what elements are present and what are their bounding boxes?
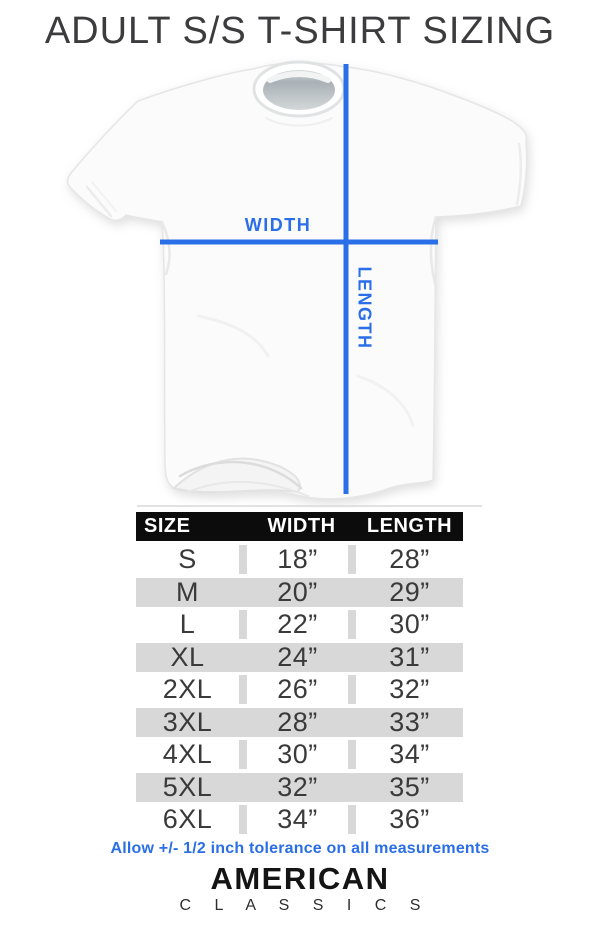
collar bbox=[252, 60, 346, 118]
size-cell: S bbox=[178, 544, 197, 574]
column-gap bbox=[239, 773, 247, 802]
tshirt-illustration: WIDTH LENGTH bbox=[66, 60, 528, 507]
table-row: L 22” 30” bbox=[136, 610, 463, 639]
tshirt-figure: WIDTH LENGTH bbox=[58, 56, 538, 508]
size-cell: M bbox=[176, 576, 199, 607]
table-row: M 20” 29” bbox=[136, 576, 463, 607]
page-title: ADULT S/S T-SHIRT SIZING bbox=[44, 10, 556, 52]
size-cell: 5XL bbox=[162, 771, 213, 802]
table-row: 2XL 26” 32” bbox=[136, 675, 463, 704]
column-gap bbox=[348, 578, 356, 607]
length-cell: 29” bbox=[389, 576, 430, 607]
column-gap bbox=[348, 643, 356, 672]
brand-name-primary: AMERICAN bbox=[210, 861, 390, 896]
column-gap bbox=[239, 545, 247, 574]
size-cell: 4XL bbox=[162, 739, 213, 769]
length-cell: 36” bbox=[389, 804, 430, 834]
width-label: WIDTH bbox=[245, 215, 311, 235]
size-cell: XL bbox=[170, 641, 205, 672]
column-gap bbox=[348, 545, 356, 574]
column-gap bbox=[239, 740, 247, 769]
table-header-row: SIZE WIDTH LENGTH bbox=[136, 512, 463, 541]
column-gap bbox=[239, 643, 247, 672]
column-gap bbox=[239, 610, 247, 639]
fabric-wrinkles bbox=[85, 117, 522, 497]
length-cell: 31” bbox=[389, 641, 430, 672]
length-cell: 33” bbox=[389, 706, 430, 737]
table-row: 3XL 28” 33” bbox=[136, 706, 463, 737]
size-table: SIZE WIDTH LENGTH S 18” 28” M 20” 29” L … bbox=[136, 512, 463, 838]
header-size: SIZE bbox=[144, 515, 191, 537]
column-gap bbox=[348, 708, 356, 737]
length-cell: 28” bbox=[389, 544, 430, 574]
table-row: XL 24” 31” bbox=[136, 641, 463, 672]
column-gap bbox=[348, 773, 356, 802]
width-cell: 34” bbox=[277, 804, 318, 834]
table-row: 4XL 30” 34” bbox=[136, 740, 463, 769]
length-cell: 30” bbox=[389, 609, 430, 639]
width-cell: 24” bbox=[277, 641, 318, 672]
length-cell: 35” bbox=[389, 771, 430, 802]
length-label: LENGTH bbox=[354, 267, 374, 350]
table-row: 6XL 34” 36” bbox=[136, 805, 463, 834]
length-cell: 32” bbox=[389, 674, 430, 704]
size-cell: 6XL bbox=[162, 804, 213, 834]
column-gap bbox=[348, 805, 356, 834]
size-cell: 2XL bbox=[162, 674, 213, 704]
table-row: 5XL 32” 35” bbox=[136, 771, 463, 802]
column-gap bbox=[239, 675, 247, 704]
width-cell: 26” bbox=[277, 674, 318, 704]
column-gap bbox=[239, 805, 247, 834]
width-cell: 30” bbox=[277, 739, 318, 769]
brand-name-secondary: C L A S S I C S bbox=[179, 897, 430, 914]
brand-logo: AMERICAN C L A S S I C S bbox=[0, 862, 600, 916]
tolerance-note: Allow +/- 1/2 inch tolerance on all meas… bbox=[110, 840, 490, 857]
column-gap bbox=[239, 578, 247, 607]
column-gap bbox=[348, 610, 356, 639]
header-length: LENGTH bbox=[366, 515, 453, 537]
size-cell: L bbox=[179, 609, 196, 639]
column-gap bbox=[348, 740, 356, 769]
column-gap bbox=[239, 708, 247, 737]
table-row: S 18” 28” bbox=[136, 545, 463, 574]
column-gap bbox=[348, 675, 356, 704]
width-cell: 22” bbox=[277, 609, 318, 639]
size-cell: 3XL bbox=[162, 706, 213, 737]
length-cell: 34” bbox=[389, 739, 430, 769]
width-cell: 28” bbox=[277, 706, 318, 737]
tshirt-body bbox=[66, 62, 528, 500]
width-cell: 32” bbox=[277, 771, 318, 802]
width-cell: 18” bbox=[277, 544, 318, 574]
width-cell: 20” bbox=[277, 576, 318, 607]
header-width: WIDTH bbox=[267, 515, 336, 537]
